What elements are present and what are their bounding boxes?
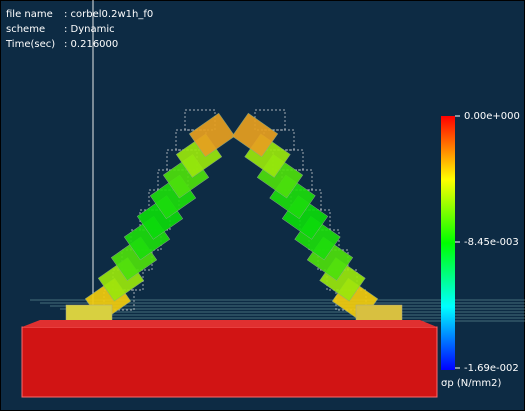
info-label: file name	[6, 9, 53, 20]
base-slab	[22, 320, 437, 397]
slab-top	[22, 320, 437, 327]
info-value: : Dynamic	[64, 24, 115, 35]
colorbar	[441, 116, 455, 370]
info-value: : 0.216000	[64, 39, 118, 50]
info-label: scheme	[6, 24, 45, 35]
colorbar-unit: σp (N/mm2)	[441, 378, 501, 389]
info-value: : corbel0.2w1h_f0	[64, 9, 153, 20]
viewer: file name : corbel0.2w1h_f0scheme : Dynami…	[0, 0, 525, 411]
slab-front	[22, 327, 437, 397]
colorbar-label: -1.69e-002	[464, 363, 519, 374]
info-label: Time(sec)	[5, 39, 55, 50]
colorbar-label: -8.45e-003	[464, 237, 519, 248]
colorbar-label: 0.00e+000	[464, 111, 520, 122]
